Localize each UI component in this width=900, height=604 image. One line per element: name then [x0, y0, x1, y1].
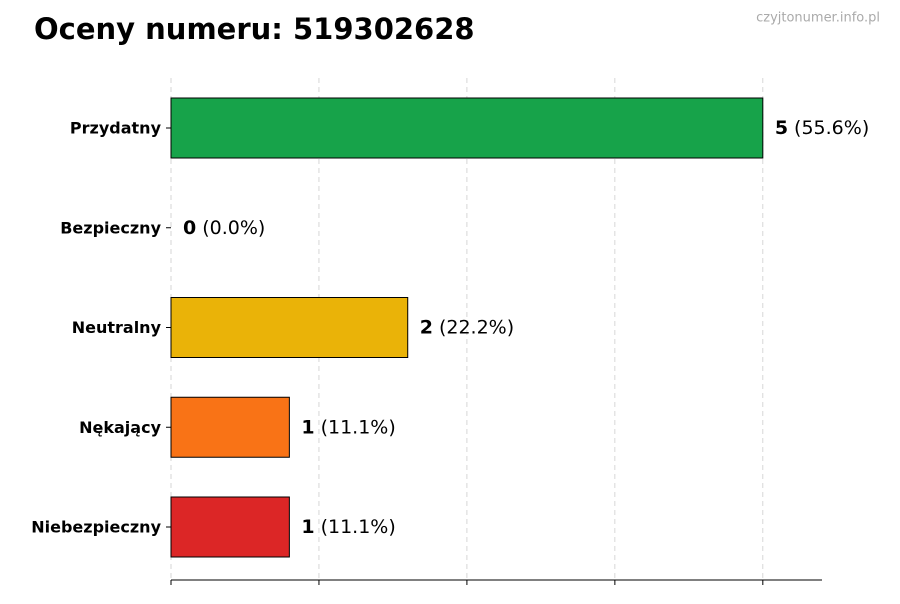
share: (0.0%) — [202, 216, 265, 238]
share: (11.1%) — [321, 416, 396, 438]
value: 5 — [775, 117, 788, 139]
value: 2 — [420, 316, 433, 338]
y-tick-label: Bezpieczny — [60, 218, 161, 237]
value: 1 — [301, 516, 314, 538]
watermark: czyjtonumer.info.pl — [756, 11, 880, 26]
bar — [170, 297, 409, 358]
value-label: 1 (11.1%) — [301, 516, 395, 538]
value-label: 1 (11.1%) — [301, 416, 395, 438]
bar — [170, 396, 290, 458]
bar — [170, 97, 764, 159]
share: (55.6%) — [794, 117, 869, 139]
value-label: 2 (22.2%) — [420, 316, 514, 338]
value-label: 5 (55.6%) — [775, 117, 869, 139]
bar — [170, 496, 290, 558]
value-label: 0 (0.0%) — [183, 216, 265, 238]
share: (22.2%) — [439, 316, 514, 338]
y-tick-label: Przydatny — [70, 119, 162, 138]
y-tick-label: Neutralny — [72, 318, 162, 337]
chart-title: Oceny numeru: 519302628 — [34, 12, 475, 46]
y-tick-label: Niebezpieczny — [31, 518, 161, 537]
y-tick-label: Nękający — [79, 418, 161, 437]
value: 0 — [183, 216, 196, 238]
share: (11.1%) — [321, 516, 396, 538]
value: 1 — [301, 416, 314, 438]
